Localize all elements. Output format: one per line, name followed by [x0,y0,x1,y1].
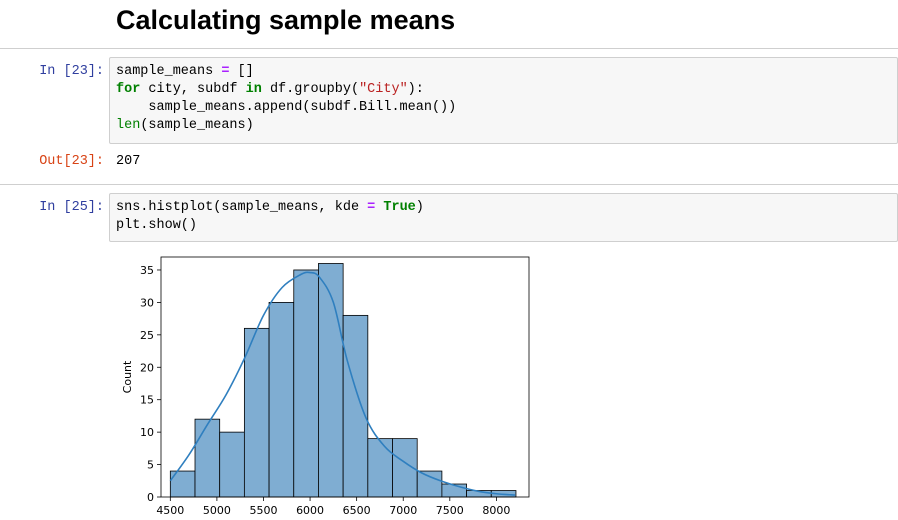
y-tick-label: 25 [140,329,154,342]
code-line: plt.show() [116,217,891,235]
x-tick-label: 7000 [389,504,417,517]
x-tick-label: 5000 [203,504,231,517]
code-token: ): [407,82,424,97]
y-tick-label: 10 [140,426,154,439]
code-token: sample_means [116,64,222,79]
code-line: sample_means = [] [116,63,891,81]
y-tick-label: 15 [140,394,154,407]
x-tick-label: 6500 [343,504,371,517]
y-tick-label: 0 [147,491,154,504]
code-line: len(sample_means) [116,117,891,135]
y-tick-label: 30 [140,296,154,309]
output-value: 207 [116,154,141,169]
histogram-bar [243,327,270,498]
code-line: for city, subdf in df.groupby("City"): [116,81,891,99]
code-token: ) [415,200,424,215]
x-tick-label: 7500 [436,504,464,517]
code-token: = [221,64,230,79]
input-prompt-25: In [25]: [39,200,104,215]
y-tick-label: 35 [140,264,154,277]
histogram-bar [293,269,319,498]
x-tick-label: 6000 [296,504,324,517]
code-token: sns.histplot(sample_means, kde [116,200,368,215]
code-token: (sample_means) [140,118,254,133]
code-token: df.groupby( [261,82,360,97]
histogram-bar [194,418,221,498]
code-cell-25[interactable]: sns.histplot(sample_means, kde = True) pl… [109,193,898,242]
code-token: for [116,82,141,97]
code-token: in [245,82,262,97]
y-tick-label: 5 [147,459,154,472]
x-tick-label: 8000 [482,504,510,517]
cell-divider [0,184,898,185]
output-prompt-23: Out[23]: [39,154,104,169]
histogram-bar [367,438,393,498]
histogram-bar [416,470,443,498]
y-axis: 0 5 10 15 20 25 30 35 [140,264,161,504]
histogram-chart: 0 5 10 15 20 25 30 35 4500 5000 5500 6000 6500 7000 7… [121,256,530,517]
histogram-bar [318,263,344,498]
code-token: True [383,200,416,215]
input-prompt-23: In [23]: [39,64,104,79]
histogram-bars [169,263,517,498]
x-tick-label: 5500 [249,504,277,517]
code-token: city, subdf [140,82,246,97]
histogram-bar [268,302,295,498]
cell-divider [0,48,898,49]
code-token: = [367,200,376,215]
code-cell-23[interactable]: sample_means = [] for city, subdf in df.g… [109,57,898,144]
histogram-bar [219,431,245,498]
section-heading: Calculating sample means [116,5,456,35]
code-token: [] [229,64,254,79]
y-tick-label: 20 [140,361,154,374]
kde-curve [169,271,516,496]
code-line: sns.histplot(sample_means, kde = True) [116,199,891,217]
histogram-bar [342,314,369,498]
x-axis: 4500 5000 5500 6000 6500 7000 7500 8000 [156,497,510,517]
y-axis-label: Count [121,360,134,393]
code-token: "City" [359,82,408,97]
code-token: len [116,118,141,133]
plot-frame [160,256,530,498]
code-line: sample_means.append(subdf.Bill.mean()) [116,99,891,117]
code-token: plt.show() [116,218,198,233]
code-token: sample_means.append(subdf.Bill.mean()) [116,100,457,115]
x-tick-label: 4500 [156,504,184,517]
